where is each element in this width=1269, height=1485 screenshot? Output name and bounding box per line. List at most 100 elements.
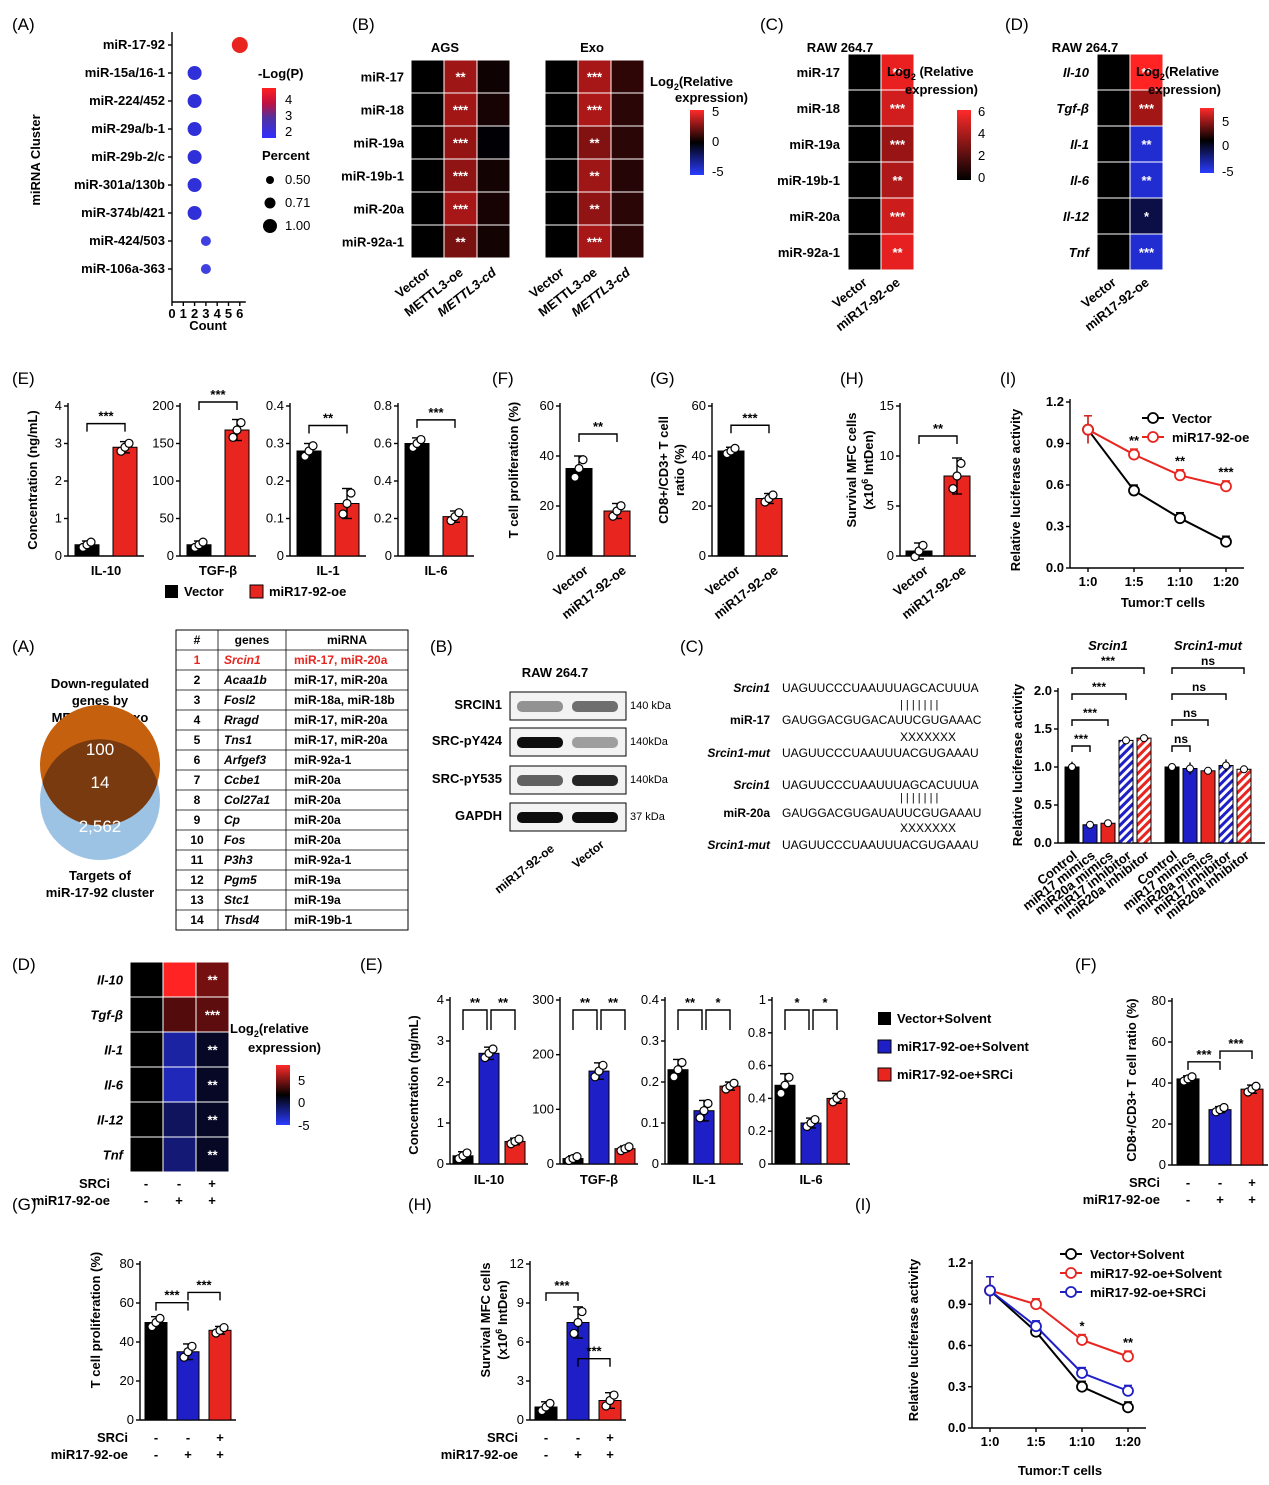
data-point [616, 501, 626, 511]
significance-label: *** [1218, 465, 1234, 480]
fig2i-ylabel: Relative luciferase activity [906, 1258, 921, 1421]
significance-bracket [572, 1009, 598, 1030]
data-point [609, 1390, 619, 1400]
y-tick-label: 0.6 [748, 1058, 766, 1073]
legend-marker [1065, 1248, 1077, 1260]
y-tick-label: 2 [55, 473, 62, 488]
significance-label: ** [608, 995, 619, 1010]
data-point [572, 1152, 582, 1162]
fig2e-legend-swatch [877, 1039, 892, 1054]
data-point [695, 1113, 705, 1123]
data-point [1122, 736, 1130, 745]
fig1i-line: Relative luciferase activity 0.00.30.60.… [1008, 394, 1249, 610]
table-cell-index: 5 [194, 733, 201, 747]
table-cell-index: 11 [191, 853, 204, 867]
significance-bracket [416, 419, 456, 428]
table-cell-mirna: miR-17, miR-20a [294, 653, 388, 667]
data-point [416, 434, 426, 445]
table-cell-index: 7 [194, 773, 201, 787]
fig1d-heatmap: RAW 264.7 Il-10Tgf-βIl-1Il-6Il-12Tnf****… [1052, 40, 1234, 334]
fig2e-subplot: 0 0.2 0.4 0.6 0.8 1 IL-6 * * [748, 992, 850, 1187]
y-tick-label: 0 [887, 548, 894, 563]
heatmap-cell [476, 224, 511, 259]
heatmap-cell [577, 191, 612, 226]
heatmap-row-label: miR-20a [353, 202, 404, 217]
srci-sign: + [1248, 1175, 1256, 1190]
heatmap-row-label: miR-17 [361, 70, 404, 85]
data-point [836, 1090, 846, 1100]
y-tick-label: 0.1 [266, 511, 284, 526]
x-tick-label: 1:10 [1069, 1434, 1095, 1449]
y-tick-label: 100 [532, 1101, 554, 1116]
mir-sign: + [175, 1193, 183, 1208]
y-tick-label: 3 [517, 1373, 524, 1388]
fig2h-marks: 0 3 6 9 12 *** *** SRCi miR17-92-oe - - - + + + [441, 1256, 626, 1462]
blot-band [517, 737, 563, 748]
data-point [1219, 1102, 1229, 1113]
table-cell-mirna: miR-20a [294, 793, 341, 807]
y-tick-label: 0.9 [1046, 436, 1064, 451]
data-point [1140, 734, 1148, 743]
fig2h-ylabel-line1: Survival MFC cells [478, 1263, 493, 1378]
significance-label: *** [1083, 706, 1097, 720]
fig1d-legend-title: Log2(Relative [1136, 64, 1219, 82]
table-cell-gene: Thsd4 [224, 913, 260, 927]
data-point [1104, 819, 1112, 828]
blot-band [572, 812, 618, 823]
heatmap-cell [847, 53, 882, 91]
y-tick-label: 20 [1152, 1116, 1166, 1131]
fig1d-legend-c: expression) [1148, 82, 1221, 97]
fig2f-bars: CD8+/CD3+ T cell ratio (%) 0 20 40 60 80 *** *… [1083, 993, 1268, 1207]
heatmap-cell [410, 158, 445, 193]
significance-bracket [155, 1301, 189, 1311]
panel-label-2i: (I) [855, 1195, 871, 1214]
bar [667, 1069, 689, 1165]
table-header: # [194, 633, 201, 647]
y-tick-label: 200 [532, 1047, 554, 1062]
fig1c-cells: miR-17 miR-18 miR-19a miR-19b-1 miR-20a miR-9… [777, 53, 915, 334]
fig2g-ylabel: T cell proliferation (%) [88, 1252, 103, 1389]
fig1a-size-label: 0.50 [285, 172, 310, 187]
bar [112, 446, 138, 557]
fig1b-legend-tick: -5 [712, 164, 724, 179]
heatmap-significance: ** [207, 1148, 218, 1163]
table-cell-index: 3 [194, 693, 201, 707]
fig1i-marks: 0.0 0.3 0.6 0.9 1.2 1:0 1:5 1:10 1:20 Vector miR17… [1046, 394, 1249, 589]
panel-label-2d: (D) [12, 955, 36, 974]
significance-label: ** [1129, 433, 1140, 448]
y-tick-label: 0.6 [374, 436, 392, 451]
heatmap-cell [880, 233, 915, 271]
significance-bracket [1171, 745, 1191, 752]
significance-bracket [1219, 1050, 1253, 1060]
significance-label: ** [580, 995, 591, 1010]
fig1b-cells: miR-17 miR-18 miR-19a miR-19b-1 miR-20a miR-9… [341, 59, 645, 319]
significance-label: * [822, 995, 828, 1010]
data-point [346, 488, 356, 498]
fig1h-ylabel-line2: (x106 IntDen) [860, 430, 876, 509]
significance-label: ns [1201, 654, 1215, 668]
heatmap-significance: ** [589, 169, 600, 184]
y-tick-label: 20 [120, 1373, 134, 1388]
srci-sign: + [216, 1430, 224, 1445]
table-cell-mirna: miR-92a-1 [294, 753, 352, 767]
cluster-dot [231, 37, 248, 53]
table-cell-index: 8 [194, 793, 201, 807]
data-point [1222, 761, 1230, 770]
table-border [175, 629, 409, 931]
significance-bracket [462, 1009, 488, 1030]
mutation-mark: XXXXXXX [900, 821, 956, 835]
fig1c-legend-title: Log2 (Relative [887, 64, 974, 82]
sequence-label: miR-17 [730, 713, 770, 727]
y-tick-label: 1.2 [1046, 394, 1064, 409]
y-tick-label: 1 [55, 511, 62, 526]
fig1e-ylabel: Concentration (ng/mL) [25, 410, 40, 549]
y-tick-label: 0 [437, 1156, 444, 1171]
legend-marker [1147, 412, 1159, 424]
cytokine-label: IL-10 [91, 563, 121, 578]
x-tick-label: 1:0 [1079, 574, 1098, 589]
table-cell-mirna: miR-19a [294, 893, 341, 907]
y-tick-label: 0.4 [748, 1090, 766, 1105]
fig2h-ylabel-b: IntDen) [495, 1280, 510, 1328]
